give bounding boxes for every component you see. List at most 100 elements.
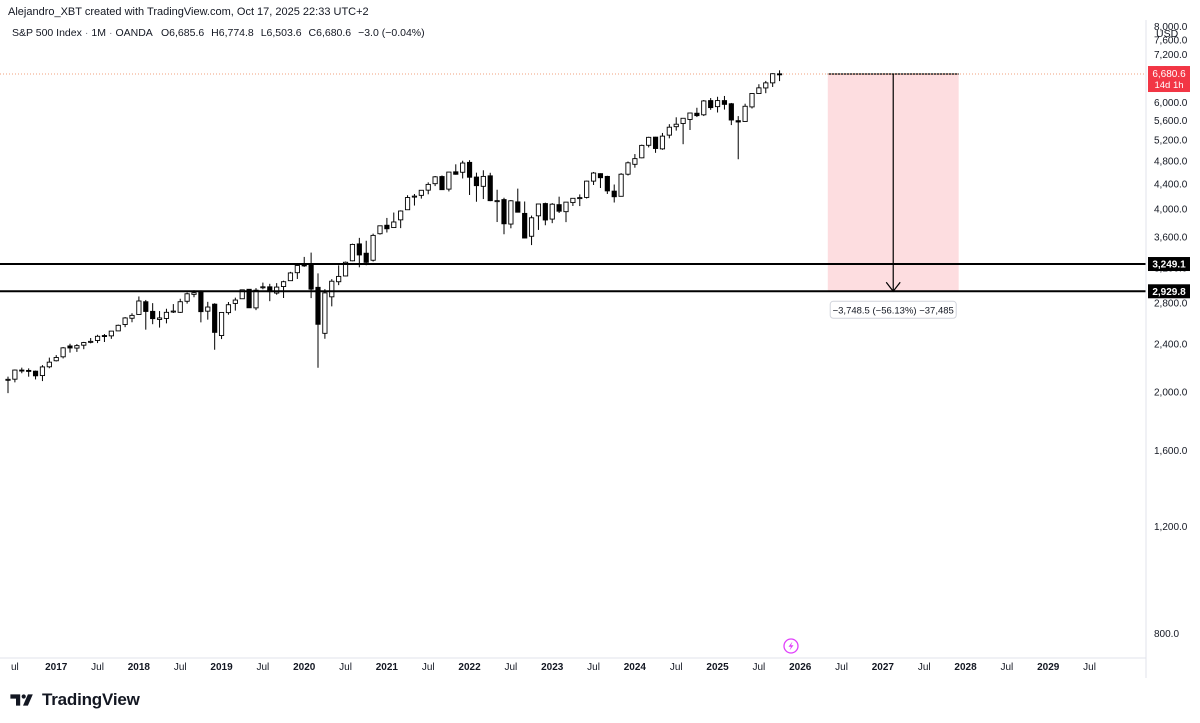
candle-body bbox=[687, 112, 693, 120]
candle-body bbox=[770, 73, 776, 84]
candle bbox=[721, 95, 728, 110]
candle-body bbox=[625, 162, 631, 175]
candle-body bbox=[466, 161, 473, 178]
candle-body bbox=[336, 275, 342, 283]
candle-body bbox=[163, 311, 170, 319]
candle bbox=[404, 195, 411, 211]
time-tick-label: 2028 bbox=[954, 662, 977, 673]
price-tick-label: 2,400.0 bbox=[1154, 339, 1188, 350]
candle-body bbox=[67, 345, 73, 349]
candle bbox=[659, 132, 666, 150]
candle-body bbox=[749, 93, 755, 108]
level-price-tag-text: 2,929.8 bbox=[1152, 287, 1186, 298]
candle bbox=[694, 107, 700, 118]
candle-body bbox=[253, 289, 259, 309]
candle-body bbox=[136, 300, 142, 315]
countdown-tag-text: 14d 1h bbox=[1154, 80, 1183, 91]
currency-label[interactable]: USD bbox=[1156, 28, 1179, 40]
level-price-tag-text: 3,249.1 bbox=[1152, 260, 1186, 271]
time-tick-label: Jul bbox=[1083, 662, 1096, 673]
lightning-event-icon bbox=[783, 638, 799, 654]
candle bbox=[225, 302, 232, 315]
candle bbox=[701, 100, 707, 117]
candle-body bbox=[19, 369, 25, 372]
candle bbox=[535, 203, 542, 230]
candle bbox=[287, 271, 294, 282]
candle-body bbox=[590, 172, 597, 182]
candle-body bbox=[129, 314, 135, 319]
candle-body bbox=[763, 82, 769, 89]
high-label: H bbox=[211, 27, 219, 39]
candle bbox=[742, 103, 748, 122]
candle bbox=[32, 370, 39, 380]
symbol-name[interactable]: S&P 500 Index bbox=[12, 27, 82, 39]
candle bbox=[260, 282, 266, 290]
price-tick-label: 3,600.0 bbox=[1154, 232, 1188, 243]
candle-body bbox=[556, 204, 562, 212]
candle bbox=[301, 256, 307, 267]
candle-body bbox=[5, 378, 11, 381]
candle-body bbox=[535, 203, 542, 217]
candle-body bbox=[46, 361, 52, 368]
candle bbox=[170, 304, 176, 314]
candle-body bbox=[418, 189, 424, 196]
candle-body bbox=[721, 100, 728, 105]
candle bbox=[556, 196, 562, 213]
tradingview-logo-icon bbox=[10, 694, 33, 706]
candle-body bbox=[81, 342, 87, 346]
price-tick-label: 6,000.0 bbox=[1154, 98, 1188, 109]
candle bbox=[652, 136, 659, 153]
level-price-tag bbox=[1148, 284, 1190, 299]
interval-label[interactable]: 1M bbox=[91, 27, 106, 39]
candle-body bbox=[473, 176, 480, 187]
candle-body bbox=[184, 293, 190, 302]
time-tick-label: Jul bbox=[91, 662, 104, 673]
time-tick-label: 2027 bbox=[872, 662, 895, 673]
time-tick-label: Jul bbox=[670, 662, 683, 673]
candle-body bbox=[60, 347, 66, 358]
candle-body bbox=[398, 210, 404, 221]
candle-body bbox=[280, 281, 287, 287]
time-tick-label: 2024 bbox=[624, 662, 647, 673]
candle-body bbox=[218, 311, 225, 336]
last-price-tag bbox=[1148, 66, 1190, 93]
candle-body bbox=[570, 197, 576, 204]
candle-body bbox=[349, 243, 356, 262]
time-tick-label: Jul bbox=[918, 662, 931, 673]
candle-body bbox=[701, 100, 707, 116]
candle bbox=[646, 136, 652, 148]
candle bbox=[549, 203, 555, 224]
candle-body bbox=[246, 288, 252, 309]
candle-body bbox=[32, 370, 39, 377]
candle bbox=[143, 299, 149, 330]
candle-body bbox=[618, 173, 624, 197]
candle-body bbox=[494, 200, 500, 203]
candle-body bbox=[322, 292, 328, 334]
candle bbox=[680, 117, 686, 145]
measure-box-layer: −3,748.5 (−56.13%) −37,485 bbox=[827, 73, 959, 319]
candle bbox=[136, 296, 142, 315]
time-tick-label: 2020 bbox=[293, 662, 316, 673]
candle bbox=[708, 98, 714, 110]
candle-body bbox=[274, 286, 280, 294]
candle bbox=[39, 365, 46, 382]
tradingview-brand[interactable]: TradingView bbox=[10, 690, 140, 710]
candle-body bbox=[735, 120, 741, 123]
candle-body bbox=[549, 203, 555, 220]
time-tick-label: 2026 bbox=[789, 662, 812, 673]
candle bbox=[108, 330, 114, 339]
candle bbox=[205, 301, 211, 320]
time-tick-label: 2019 bbox=[210, 662, 233, 673]
close-label: C bbox=[308, 27, 317, 39]
candle bbox=[770, 73, 776, 87]
low-value: 6,503.6 bbox=[266, 27, 302, 39]
candle bbox=[356, 237, 362, 268]
lightning-icon-bolt bbox=[788, 641, 794, 651]
time-tick-label: ul bbox=[11, 662, 19, 673]
candle bbox=[267, 283, 273, 302]
candle bbox=[473, 172, 480, 202]
candle bbox=[666, 124, 672, 139]
candle bbox=[494, 189, 500, 223]
candle-body bbox=[74, 345, 80, 349]
